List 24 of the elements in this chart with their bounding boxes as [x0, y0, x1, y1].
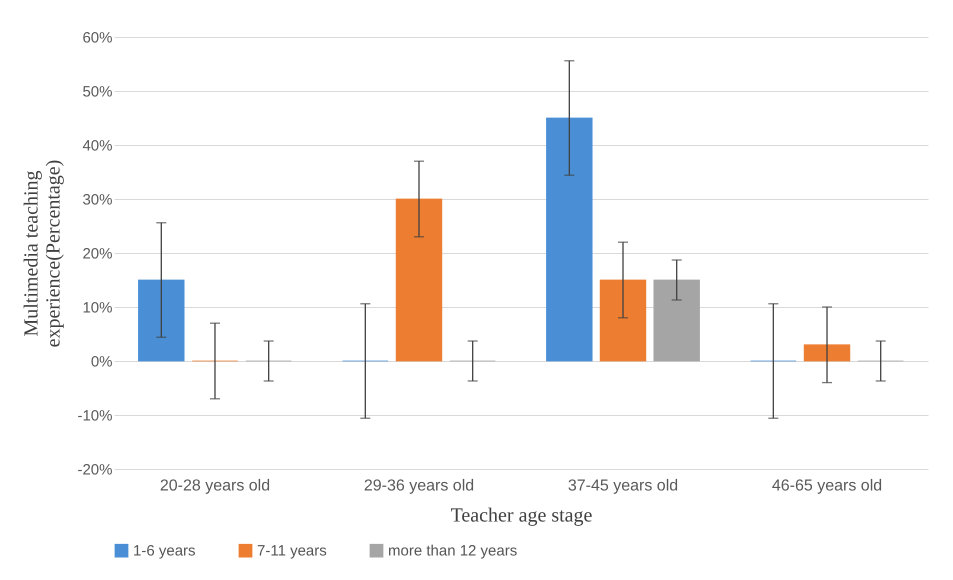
- legend-label: 7-11 years: [257, 542, 327, 560]
- x-tick-label: 37-45 years old: [568, 478, 678, 494]
- y-tick-label: 40%: [82, 138, 112, 154]
- bar: [546, 118, 593, 362]
- y-axis-title: Multimedia teaching experience(Percentage): [20, 160, 64, 348]
- bar: [600, 280, 646, 362]
- bar: [138, 280, 185, 362]
- legend-label: more than 12 years: [388, 542, 518, 560]
- x-tick-label: 46-65 years old: [772, 478, 882, 494]
- x-tick-label: 20-28 years old: [160, 478, 270, 494]
- bar: [804, 344, 850, 362]
- y-tick-label: 50%: [82, 84, 112, 100]
- bar: [653, 280, 700, 362]
- legend-label: 1-6 years: [133, 542, 196, 560]
- y-tick-label: 30%: [82, 192, 112, 208]
- y-tick-label: 0%: [90, 354, 112, 370]
- y-tick-label: 20%: [82, 246, 112, 262]
- y-tick-label: -10%: [77, 408, 112, 424]
- y-tick-label: -20%: [77, 462, 112, 478]
- x-axis-title: Teacher age stage: [450, 504, 593, 526]
- bar: [396, 198, 442, 362]
- y-tick-label: 60%: [82, 30, 112, 46]
- y-tick-label: 10%: [82, 300, 112, 316]
- x-tick-label: 29-36 years old: [364, 478, 474, 494]
